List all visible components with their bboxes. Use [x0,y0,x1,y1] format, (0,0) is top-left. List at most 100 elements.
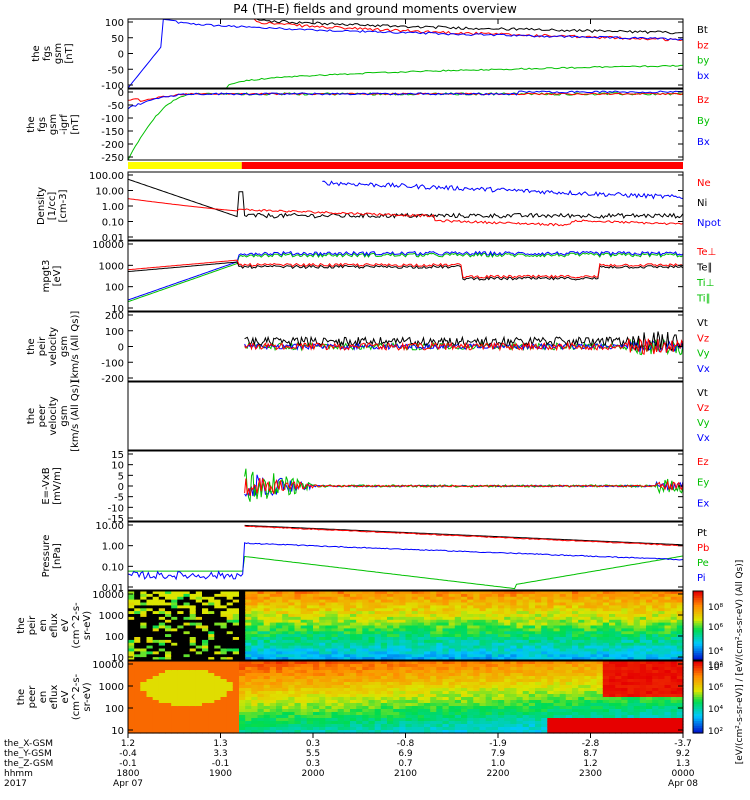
spectrogram-cell [565,664,573,668]
spectrogram-cell [417,727,425,731]
spectrogram-cell [350,654,357,658]
spectrogram-cell [528,648,536,652]
spectrogram-cell [257,667,265,671]
spectrogram-cell [282,700,289,704]
spectrogram-cell [232,700,240,704]
spectrogram-cell [158,602,166,606]
spectrogram-cell [195,602,203,606]
spectrogram-cell [596,628,604,632]
spectrogram-cell [454,661,462,665]
spectrogram-cell [140,593,148,598]
spectrogram-cell [454,625,462,629]
spectrogram-cell [356,679,363,683]
y-axis-label-line: gsm [48,114,59,135]
spectrogram-cell [134,676,141,680]
spectrogram-cell [276,706,283,710]
spectrogram-cell [282,599,289,604]
spectrogram-cell [448,673,456,677]
spectrogram-cell [276,593,283,598]
spectrogram-cell [528,706,536,710]
spectrogram-cell [417,667,425,671]
spectrogram-cell [510,670,518,674]
spectrogram-cell [350,634,357,638]
spectrogram-cell [473,602,481,606]
spectrogram-cell [306,591,314,595]
spectrogram-cell [362,685,370,689]
spectrogram-cell [621,654,629,658]
spectrogram-cell [134,688,141,692]
spectrogram-cell [146,718,154,722]
spectrogram-cell [652,703,659,707]
spectrogram-cell [565,694,573,698]
spectrogram-cell [510,721,518,725]
spectrogram-cell [263,703,271,707]
spectrogram-cell [356,614,363,618]
spectrogram-cell [288,691,296,695]
spectrogram-cell [165,673,172,677]
spectrogram-cell [461,591,468,595]
spectrogram-cell [350,688,357,692]
spectrogram-cell [467,667,474,671]
y-tick-label: 10 [111,304,124,315]
colorbar-cell [693,663,703,667]
spectrogram-cell [516,645,524,650]
spectrogram-cell [609,706,616,710]
spectrogram-cell [572,706,579,710]
spectrogram-cell [362,648,370,652]
spectrogram-cell [276,718,283,722]
spectrogram-cell [263,676,271,680]
spectrogram-cell [627,591,635,595]
spectrogram-cell [417,688,425,692]
trace-Teperp [127,259,684,279]
spectrogram-cell [510,651,518,655]
spectrogram-cell [510,591,518,595]
spectrogram-cell [319,596,326,601]
spectrogram-cell [498,616,505,621]
spectrogram-cell [220,657,228,661]
spectrogram-cell [128,639,135,644]
spectrogram-cell [559,682,567,686]
spectrogram-cell [183,694,191,698]
spectrogram-cell [380,730,388,734]
spectrogram-cell [294,724,302,728]
spectrogram-cell [504,599,511,604]
spectrogram-cell [362,637,370,641]
spectrogram-cell [269,611,277,615]
spectrogram-cell [565,593,573,598]
spectrogram-cell [288,631,296,635]
spectrogram-cell [325,697,333,701]
spectrogram-cell [220,634,228,638]
spectrogram-cell [578,648,585,652]
spectrogram-cell [368,691,376,695]
spectrogram-cell [165,718,172,722]
spectrogram-cell [405,700,413,704]
spectrogram-cell [226,628,234,632]
spectrogram-cell [158,706,166,710]
spectrogram-cell [572,608,579,612]
spectrogram-cell [473,634,481,638]
spectrogram-cell [202,622,209,627]
spectrogram-cell [436,709,444,713]
spectrogram-cell [282,622,289,627]
spectrogram-cell [467,715,474,719]
spectrogram-cell [387,596,394,601]
spectrogram-cell [208,614,215,618]
spectrogram-cell [263,664,271,668]
spectrogram-cell [232,685,240,689]
spectrogram-cell [140,625,148,629]
spectrogram-cell [609,593,616,598]
spectrogram-cell [627,634,635,638]
spectrogram-cell [658,718,666,722]
spectrogram-cell [596,639,604,644]
spectrogram-cell [226,679,234,683]
spectrogram-cell [356,697,363,701]
spectrogram-cell [584,670,592,674]
spectrogram-cell [633,591,641,595]
spectrogram-cell [220,727,228,731]
spectrogram-cell [498,721,505,725]
spectrogram-cell [590,648,598,652]
spectrogram-cell [387,685,394,689]
spectrogram-cell [214,596,222,601]
spectrogram-cell [208,691,215,695]
spectrogram-cell [257,637,265,641]
